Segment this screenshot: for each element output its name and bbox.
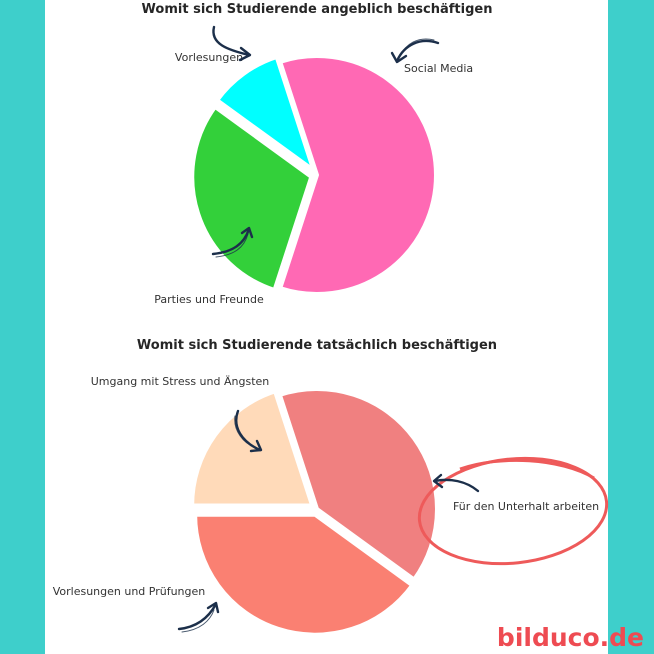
arrow-icon — [390, 38, 440, 64]
pie-chart-claimed: Womit sich Studierende angeblich beschäf… — [142, 2, 493, 306]
pie-chart-actual: Womit sich Studierende tatsächlich besch… — [53, 338, 609, 637]
arrow-icon — [211, 226, 254, 258]
pie-slice-vorlesungen — [215, 54, 316, 173]
slice-label-vorlesungen-pruefungen: Vorlesungen und Prüfungen — [53, 585, 206, 598]
highlight-circle-overstroke — [459, 458, 595, 480]
pie-slice-parties-und-freunde — [278, 54, 438, 296]
slice-label-unterhalt: Für den Unterhalt arbeiten — [453, 500, 599, 513]
chart-title-claimed: Womit sich Studierende angeblich beschäf… — [142, 2, 493, 17]
arrow-icon — [212, 25, 252, 62]
pie-slice-umgang-mit-stress-und-aengsten — [190, 389, 315, 508]
pie-slices-actual — [190, 387, 439, 637]
pie-slice-social-media — [190, 104, 314, 293]
arrow-icon — [177, 601, 220, 633]
pie-slice-fuer-den-unterhalt-arbeiten — [193, 512, 415, 637]
arrow-icon — [432, 473, 480, 493]
chart-title-actual: Womit sich Studierende tatsächlich besch… — [137, 338, 497, 353]
arrow-icon — [234, 409, 263, 453]
slice-label-vorlesungen: Vorlesungen — [175, 51, 243, 64]
slice-label-stress: Umgang mit Stress und Ängsten — [91, 375, 270, 388]
pie-slice-vorlesungen-und-pruefungen — [277, 387, 439, 582]
pie-slices-claimed — [190, 54, 438, 296]
slice-label-social-media: Social Media — [404, 62, 473, 75]
watermark-text: bilduco.de — [497, 623, 644, 652]
slice-label-parties: Parties und Freunde — [154, 293, 264, 306]
